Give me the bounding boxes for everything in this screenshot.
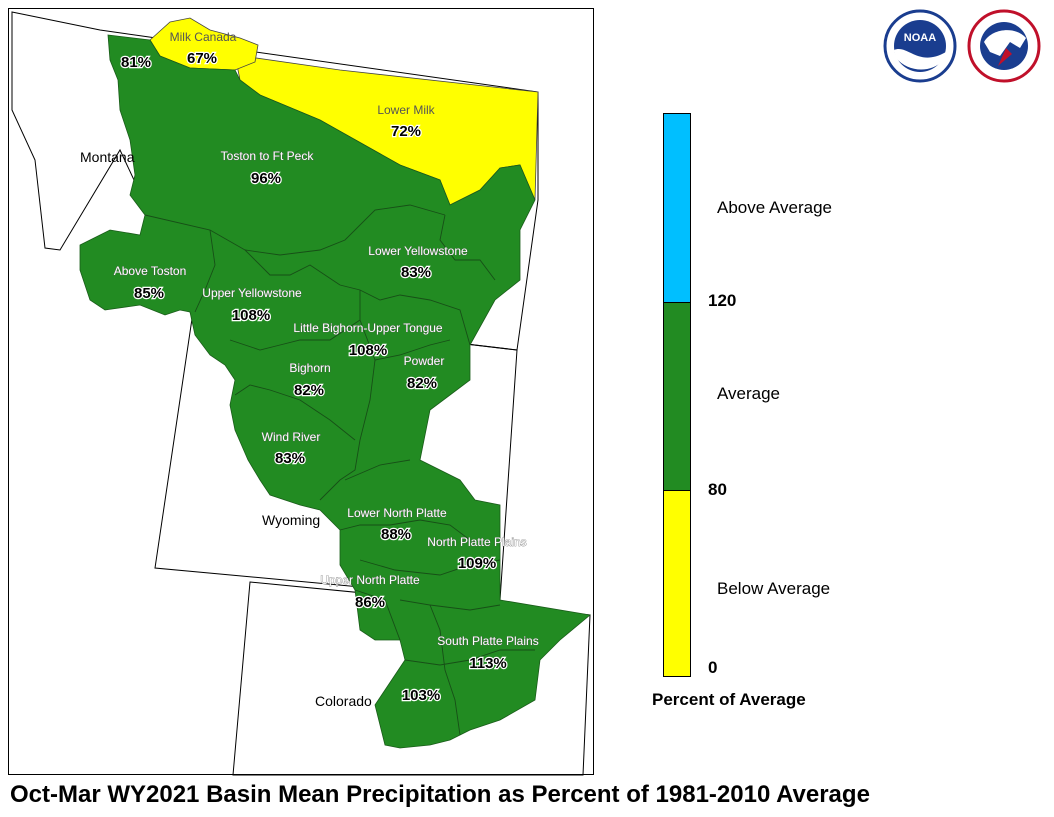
- basin-name: South Platte Plains: [437, 634, 538, 648]
- basin-name: Powder: [404, 354, 445, 368]
- basin-name: Upper North Platte: [320, 573, 420, 587]
- legend-title: Percent of Average: [652, 690, 806, 709]
- legend-swatch-above: [664, 114, 690, 303]
- basin-percent: 109%: [458, 555, 496, 572]
- legend-tick-120: 120: [708, 291, 737, 310]
- legend-label-above: Above Average: [717, 198, 832, 217]
- basin-map: Montana Wyoming Colorado Milk Canada 67%…: [11, 11, 591, 776]
- legend-swatch-below: [664, 491, 690, 676]
- basin-labels: Milk Canada 67% 81% Lower Milk 72% Tosto…: [113, 30, 539, 705]
- legend-tick-80: 80: [708, 480, 727, 499]
- basin-name: North Platte Plains: [427, 535, 526, 549]
- basins: [79, 17, 591, 749]
- legend-tick-0: 0: [708, 658, 718, 677]
- basin-percent: 83%: [275, 450, 305, 467]
- basin-percent: 96%: [251, 170, 281, 187]
- basin-percent: 83%: [401, 264, 431, 281]
- page-title: Oct-Mar WY2021 Basin Mean Precipitation …: [10, 781, 870, 808]
- national-weather-service-logo: [967, 9, 1041, 83]
- basin-name: Lower North Platte: [347, 506, 447, 520]
- state-label-colorado: Colorado: [315, 693, 372, 709]
- basin-percent: 82%: [294, 382, 324, 399]
- basin-percent: 88%: [381, 526, 411, 543]
- basin-name: Above Toston: [114, 264, 187, 278]
- basin-name: Bighorn: [289, 361, 330, 375]
- basin-percent: 67%: [187, 50, 217, 67]
- basin-name: Toston to Ft Peck: [221, 149, 315, 163]
- basin-percent: 85%: [134, 285, 164, 302]
- basin-percent: 86%: [355, 594, 385, 611]
- basin-boundaries: [144, 204, 535, 736]
- legend-bar: [663, 113, 691, 677]
- basin-main-average: [79, 34, 591, 749]
- basin-percent: 108%: [232, 307, 270, 324]
- basin-percent: 113%: [469, 655, 507, 672]
- legend-label-below: Below Average: [717, 579, 831, 598]
- state-label-wyoming: Wyoming: [262, 512, 320, 528]
- state-labels: Montana Wyoming Colorado: [80, 149, 372, 709]
- svg-text:NOAA: NOAA: [904, 32, 936, 44]
- basin-percent: 81%: [121, 54, 151, 71]
- noaa-logo: NOAA: [883, 9, 957, 83]
- basin-percent: 72%: [391, 123, 421, 140]
- legend-swatch-average: [664, 303, 690, 491]
- basin-name: Upper Yellowstone: [202, 286, 302, 300]
- basin-name: Little Bighorn-Upper Tongue: [293, 321, 443, 335]
- basin-name: Wind River: [262, 430, 321, 444]
- basin-percent: 103%: [402, 687, 440, 704]
- basin-name: Lower Yellowstone: [368, 244, 468, 258]
- basin-name: Lower Milk: [377, 103, 435, 117]
- basin-percent: 82%: [407, 375, 437, 392]
- state-label-montana: Montana: [80, 149, 135, 165]
- legend-label-average: Average: [717, 384, 781, 403]
- logos: NOAA: [883, 9, 1041, 83]
- basin-percent: 108%: [349, 342, 387, 359]
- basin-name: Milk Canada: [170, 30, 237, 44]
